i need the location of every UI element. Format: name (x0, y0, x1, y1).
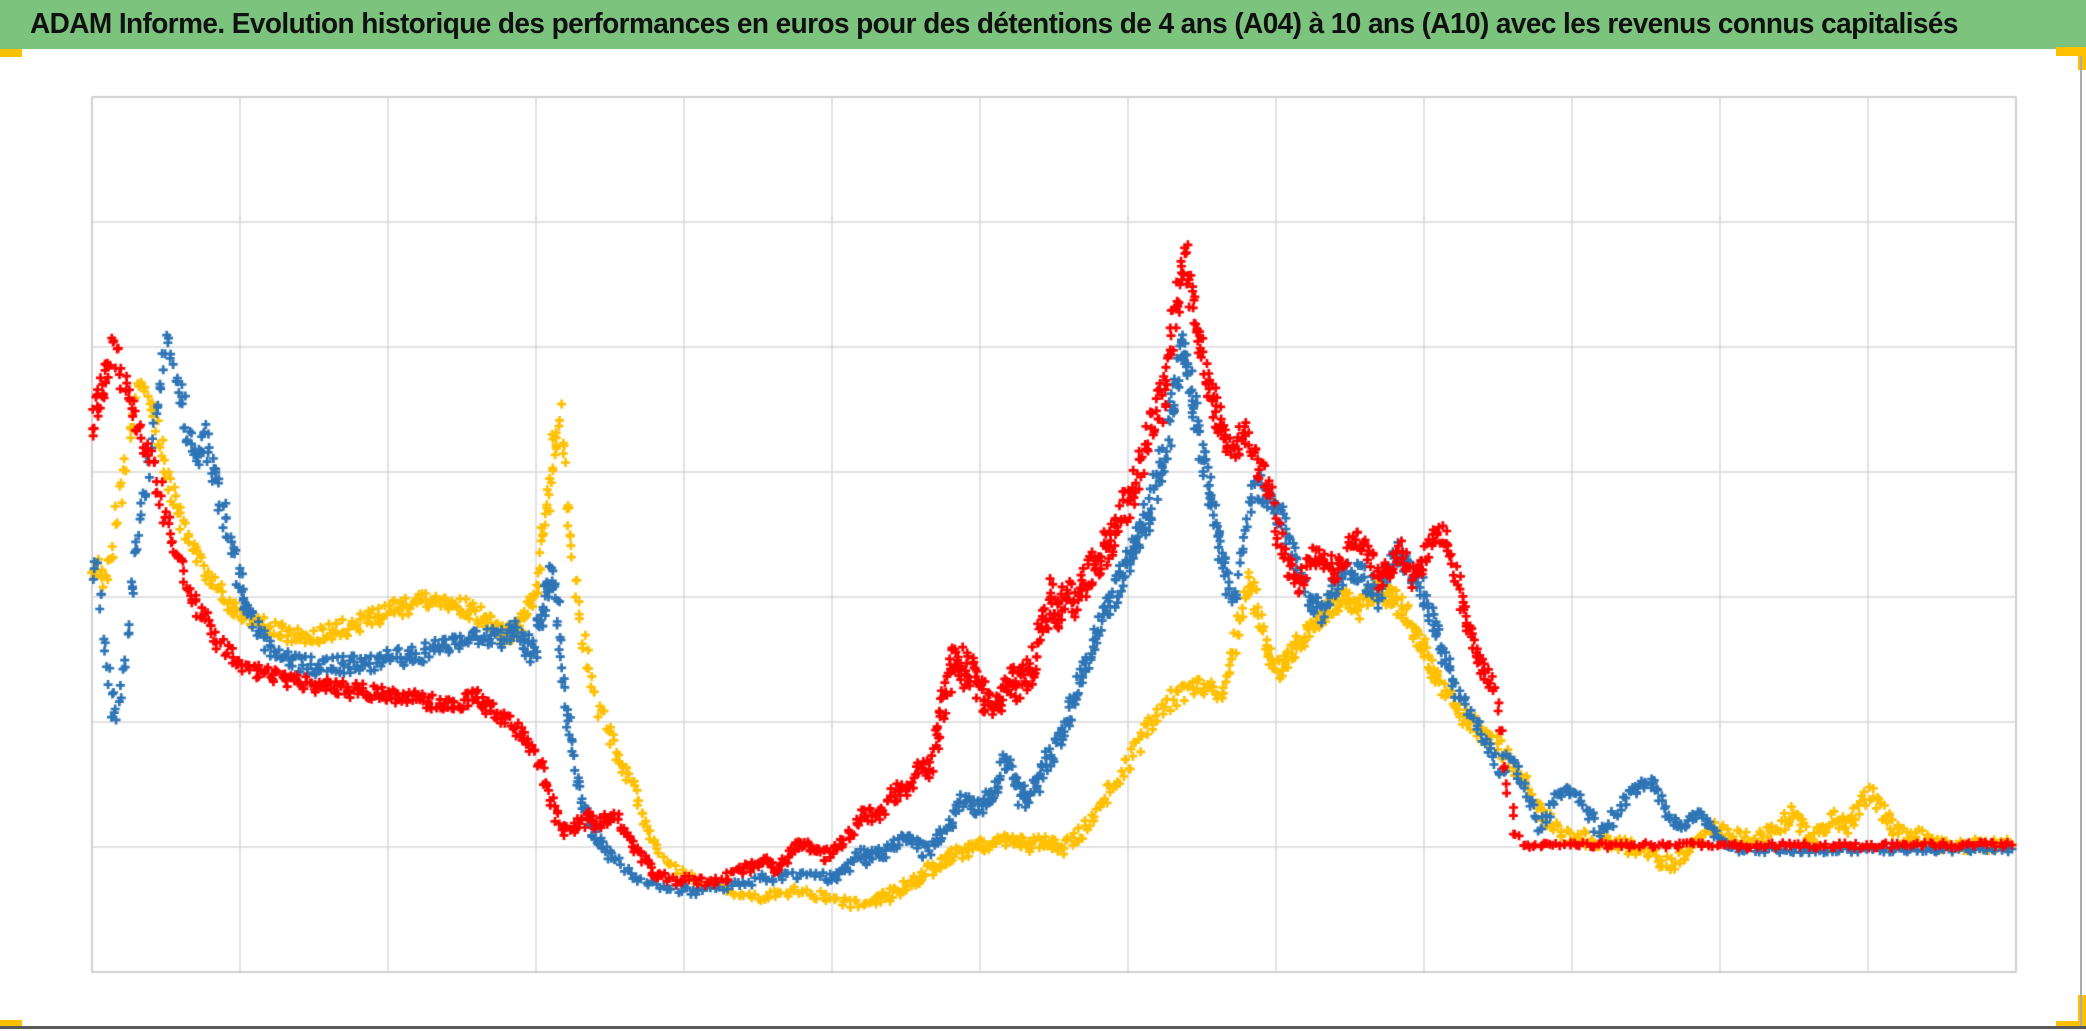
window-edge-line (2080, 56, 2082, 1027)
corner-accent-bottom-right-vertical (2078, 995, 2086, 1029)
title-bar: ADAM Informe. Evolution historique des p… (0, 0, 2086, 49)
corner-accent-top-left (0, 49, 22, 57)
page-title: ADAM Informe. Evolution historique des p… (30, 8, 1958, 40)
corner-accent-top-right-horizontal (2056, 47, 2086, 56)
bottom-border-line (0, 1026, 2086, 1029)
corner-accent-bottom-right-horizontal (2056, 1021, 2086, 1029)
corner-accent-bottom-left (0, 1020, 22, 1028)
corner-accent-top-right-vertical (2078, 47, 2086, 70)
